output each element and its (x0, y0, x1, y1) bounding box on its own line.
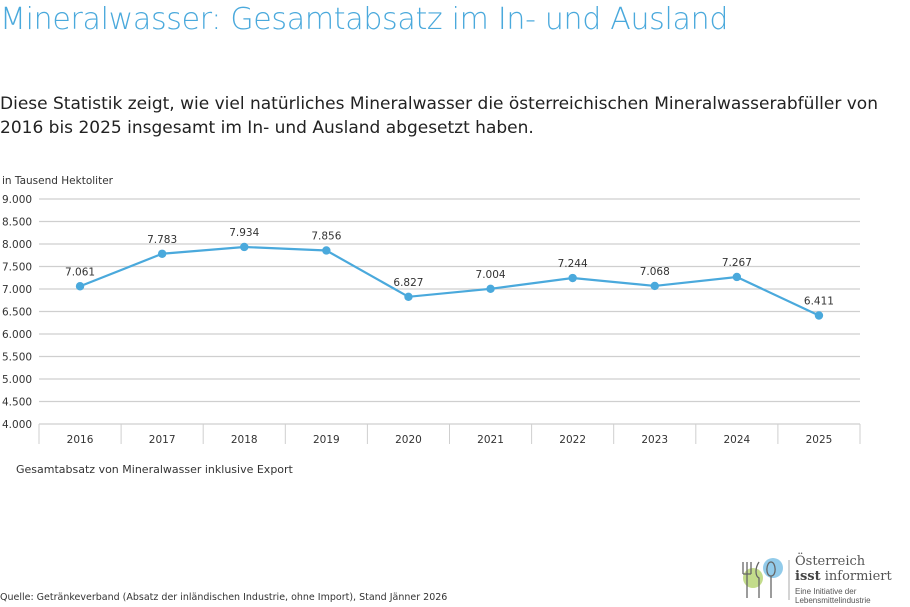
data-label: 7.244 (558, 258, 588, 270)
data-label: 7.004 (476, 269, 506, 281)
x-tick-label: 2024 (723, 434, 750, 446)
logo-line1: Österreich (795, 554, 866, 569)
data-label: 7.856 (311, 230, 341, 242)
x-tick-label: 2016 (67, 434, 94, 446)
y-tick-label: 7.500 (2, 262, 32, 274)
y-axis-label: in Tausend Hektoliter (2, 175, 114, 187)
x-tick-label: 2022 (559, 434, 586, 446)
x-tick-label: 2017 (149, 434, 176, 446)
line-chart: in Tausend Hektoliter 4.000 4.500 5.000 5.50… (2, 175, 861, 446)
data-point (322, 246, 331, 255)
y-tick-label: 5.500 (2, 352, 32, 364)
page-title: Mineralwasser: Gesamtabsatz im In- und A… (0, 2, 729, 37)
data-label: 7.934 (229, 227, 259, 239)
x-tick-label: 2019 (313, 434, 340, 446)
x-tick-label: 2021 (477, 434, 504, 446)
y-tick-label: 6.500 (2, 307, 32, 319)
series-line (79, 245, 820, 317)
logo: Österreich isst informiert Eine Initiati… (735, 554, 910, 606)
data-point (240, 242, 249, 252)
data-label: 7.783 (147, 234, 177, 246)
chart-note: Gesamtabsatz von Mineralwasser inklusive… (16, 463, 293, 476)
x-tick-label: 2023 (641, 434, 668, 446)
y-tick-label: 8.500 (2, 217, 32, 229)
data-label: 7.061 (65, 266, 95, 278)
data-label: 6.827 (393, 277, 423, 289)
x-tick-label: 2020 (395, 434, 422, 446)
y-tick-label: 7.000 (2, 284, 32, 296)
data-point (486, 284, 495, 294)
data-label: 7.267 (722, 257, 752, 269)
data-point (814, 311, 824, 320)
y-tick-label: 9.000 (2, 194, 32, 206)
x-tick-label: 2018 (231, 434, 258, 446)
logo-line2: isst informiert (795, 569, 892, 584)
y-tick-label: 4.500 (2, 397, 32, 409)
y-tick-label: 6.000 (2, 329, 32, 341)
data-label: 7.068 (640, 266, 670, 278)
x-tick-label: 2025 (806, 434, 833, 446)
data-point (75, 282, 85, 291)
y-tick-label: 8.000 (2, 239, 32, 251)
y-tick-label: 5.000 (2, 374, 32, 386)
source-text: Quelle: Getränkeverband (Absatz der inlä… (0, 592, 448, 603)
data-point (404, 292, 413, 301)
data-point (157, 249, 167, 258)
subtitle: Diese Statistik zeigt, wie viel natürlic… (0, 94, 878, 138)
data-point (732, 272, 742, 282)
data-point (568, 273, 577, 283)
data-label: 6.411 (804, 296, 834, 308)
y-tick-label: 4.000 (2, 419, 32, 431)
cutlery-icon (742, 558, 790, 600)
logo-tagline: Eine Initiative der Lebensmittelindustri… (795, 587, 871, 605)
data-point (650, 281, 659, 291)
